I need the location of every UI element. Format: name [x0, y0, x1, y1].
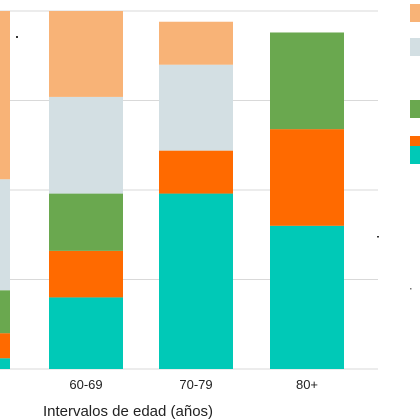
- stray-dot: [377, 236, 379, 238]
- bar-segment: [0, 179, 10, 291]
- bar-segment: [0, 290, 10, 334]
- bar-segment: [270, 225, 344, 369]
- x-tick-label: 80+: [296, 377, 318, 392]
- legend: [410, 4, 420, 164]
- bar-segment: [49, 11, 123, 97]
- bar-segment: [0, 333, 10, 359]
- bar-segment: [49, 96, 123, 194]
- bars: [0, 11, 344, 369]
- bar-segment: [49, 193, 123, 251]
- legend-swatch: [410, 136, 420, 154]
- x-axis-title: Intervalos de edad (años): [43, 403, 213, 420]
- bar-segment: [49, 297, 123, 369]
- x-tick-label: 60-69: [69, 377, 102, 392]
- x-tick-labels: 60-69 70-79 80+: [69, 377, 318, 392]
- bar-segment: [270, 129, 344, 226]
- legend-swatch: [410, 146, 420, 164]
- bar-segment: [159, 150, 233, 194]
- bar-segment: [159, 193, 233, 369]
- bar-segment: [159, 21, 233, 65]
- bar-segment: [270, 32, 344, 130]
- legend-swatch: [410, 38, 420, 56]
- bar-segment: [49, 250, 123, 298]
- stray-marks: [16, 36, 412, 290]
- legend-swatch: [410, 100, 420, 118]
- bar-segment: [0, 358, 10, 369]
- bar-segment: [0, 11, 10, 180]
- x-tick-label: 70-79: [179, 377, 212, 392]
- stray-dot: [410, 288, 412, 290]
- bar-segment: [159, 64, 233, 151]
- stray-dot: [16, 36, 18, 38]
- legend-swatch: [410, 4, 420, 22]
